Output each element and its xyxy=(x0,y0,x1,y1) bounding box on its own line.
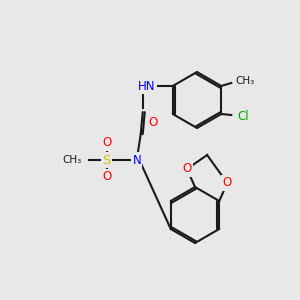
Text: Cl: Cl xyxy=(237,110,249,122)
Text: O: O xyxy=(148,116,158,130)
Text: O: O xyxy=(223,176,232,190)
Text: O: O xyxy=(102,136,111,149)
Text: O: O xyxy=(102,170,111,184)
Text: HN: HN xyxy=(138,80,155,92)
Text: CH₃: CH₃ xyxy=(62,155,82,165)
Text: O: O xyxy=(182,163,192,176)
Text: S: S xyxy=(103,154,111,166)
Text: N: N xyxy=(132,154,141,166)
Text: CH₃: CH₃ xyxy=(235,76,254,86)
